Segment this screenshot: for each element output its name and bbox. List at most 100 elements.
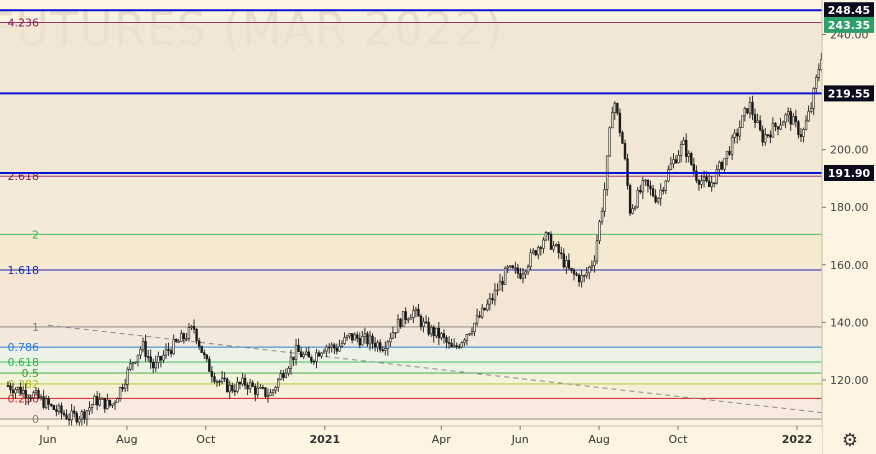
candle-body [478,315,481,318]
candle-body [88,407,91,412]
candle-body [9,385,12,391]
candle-body [182,333,186,340]
candle-body [557,244,560,254]
candle-body [493,289,497,301]
candle-body [368,335,372,345]
candle-body [223,377,226,380]
y-tick-label: 120.00 [830,374,869,387]
candle-body [279,373,282,380]
fib-level-label: 0.618 [8,356,40,369]
candle-body [371,335,374,344]
candle-body [641,180,645,193]
candle-body [488,298,492,305]
candle-body [409,317,412,320]
candle-body [381,349,384,352]
candle-body [174,339,178,342]
candle-body [414,308,418,312]
candle-body [111,403,114,406]
y-tick-label: 180.00 [830,201,869,214]
candle-body [205,354,208,360]
candle-body [358,337,361,346]
candle-body [101,397,104,400]
candle-body [302,354,305,358]
candle-body [552,245,555,250]
candle-body [735,132,739,137]
y-tick-label: 140.00 [830,316,869,329]
candle-body [531,250,535,254]
candle-body [738,127,741,137]
candle-body [213,376,216,382]
candle-body [713,182,716,185]
candle-body [509,265,512,268]
candle-body [299,351,303,358]
candle-body [789,111,792,125]
candle-body [118,386,122,399]
candle-body [399,318,402,327]
candle-body [774,122,777,128]
candle-body [327,346,331,349]
candle-body [225,378,229,393]
candle-body [534,250,537,256]
candle-body [215,380,219,383]
candle-body [679,144,683,156]
candle-body [480,307,484,318]
candle-body [720,162,724,170]
candle-body [292,356,295,361]
candle-body [185,338,188,340]
candle-body [649,185,652,190]
price-level-badge [824,85,874,102]
fib-band [0,234,822,270]
candle-body [394,332,397,334]
candle-body [220,377,224,382]
candle-body [305,351,308,355]
candle-body [554,244,558,247]
candle-body [233,390,237,393]
candle-body [391,332,395,339]
candle-body [458,346,461,348]
candle-body [618,112,622,133]
candle-body [276,379,280,388]
candle-body [580,275,583,283]
fib-level-label: 0.5 [22,367,40,380]
candle-body [651,188,655,197]
candle-body [123,384,127,390]
time-axis [0,426,822,454]
candle-body [136,354,140,363]
x-tick-label: Aug [588,433,609,446]
candle-body [419,315,423,327]
candle-body [266,395,270,398]
candle-body [702,176,706,181]
candle-body [728,150,731,155]
fib-level-label: 1 [32,321,39,334]
candle-body [287,368,290,374]
candle-body [98,399,101,406]
candle-body [172,339,175,354]
candle-body [567,260,571,269]
gear-icon[interactable]: ⚙ [841,430,859,451]
candle-body [756,120,759,123]
candle-body [70,410,73,421]
candle-body [348,333,351,337]
candle-body [27,397,30,400]
candle-body [274,387,277,391]
candle-body [687,153,690,157]
candle-body [769,134,772,138]
candle-body [103,397,106,410]
candle-body [432,327,435,337]
candle-body [498,280,502,291]
candle-body [200,345,203,353]
candle-body [282,373,285,378]
candle-body [547,232,550,235]
candle-body [32,392,35,399]
candle-body [113,402,117,405]
candle-body [496,289,499,292]
candle-body [465,334,469,341]
candle-body [16,386,20,390]
y-tick-label: 200.00 [830,144,869,157]
candle-body [669,163,673,170]
candle-body [730,136,734,155]
candle-body [771,122,775,138]
x-tick-label: 2021 [310,433,341,446]
